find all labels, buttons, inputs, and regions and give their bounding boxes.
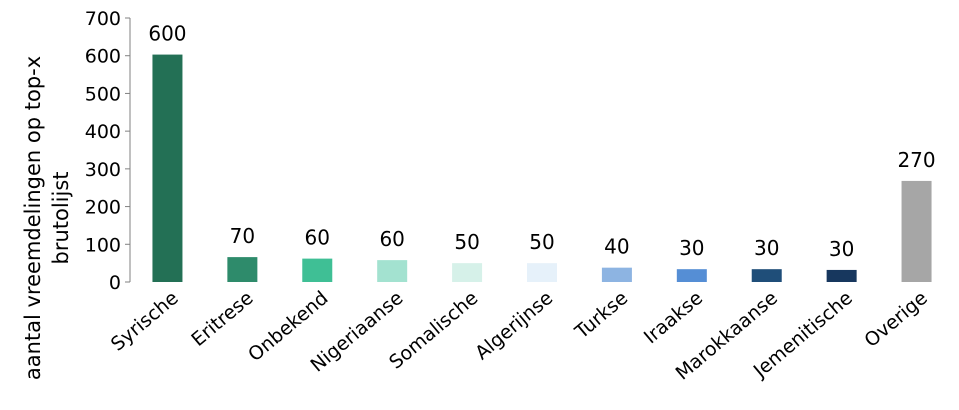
y-tick-label: 100 xyxy=(85,234,121,256)
bar xyxy=(152,54,183,282)
y-tick-label: 200 xyxy=(85,197,121,219)
bar xyxy=(452,263,483,282)
bar xyxy=(302,258,333,282)
x-tick-label: Eritrese xyxy=(187,287,257,351)
x-axis-tick-labels: Syrische EritreseOnbekendNigeriaanseSomal… xyxy=(107,287,932,385)
bar xyxy=(676,269,707,282)
y-tick-label: 700 xyxy=(85,8,121,30)
y-tick-label: 300 xyxy=(85,159,121,181)
bars xyxy=(152,54,932,282)
x-tick-label: Algerijnse xyxy=(471,287,557,364)
data-label: 30 xyxy=(754,236,779,260)
y-tick-label: 400 xyxy=(85,121,121,143)
data-label: 50 xyxy=(454,230,479,254)
data-label: 30 xyxy=(829,237,854,261)
bar xyxy=(601,267,632,282)
data-label: 600 xyxy=(148,22,186,46)
x-tick-label: Syrische xyxy=(107,287,183,356)
y-axis-label: aantal vreemdelingen op top-x brutolijst xyxy=(21,56,73,380)
data-label: 60 xyxy=(379,227,404,251)
y-axis-title: aantal vreemdelingen op top-x brutolijst xyxy=(21,56,73,380)
x-tick-label: Turkse xyxy=(570,287,632,344)
y-tick-label: 500 xyxy=(85,83,121,105)
bar xyxy=(826,269,857,282)
bar xyxy=(377,260,408,282)
y-axis-title-line: aantal vreemdelingen op top-x xyxy=(21,56,45,380)
y-axis-title-line: brutolijst xyxy=(49,171,73,264)
data-label: 30 xyxy=(679,236,704,260)
data-label: 50 xyxy=(529,230,554,254)
y-tick-label: 600 xyxy=(85,46,121,68)
bar xyxy=(751,269,782,282)
y-axis: 0 100 200 300 400 500 600 700 xyxy=(85,8,131,294)
data-label: 70 xyxy=(230,224,255,248)
bar xyxy=(527,263,557,282)
data-label: 270 xyxy=(897,148,935,172)
data-label: 40 xyxy=(604,235,629,259)
bar xyxy=(901,180,932,282)
x-tick-label: Overige xyxy=(860,287,931,352)
bar xyxy=(227,257,258,282)
x-tick-label: Iraakse xyxy=(640,287,707,348)
data-labels: 600 70 60 60 50 50 40 30 30 30 270 xyxy=(148,22,935,261)
data-label: 60 xyxy=(305,226,330,250)
y-tick-label: 0 xyxy=(109,272,121,294)
